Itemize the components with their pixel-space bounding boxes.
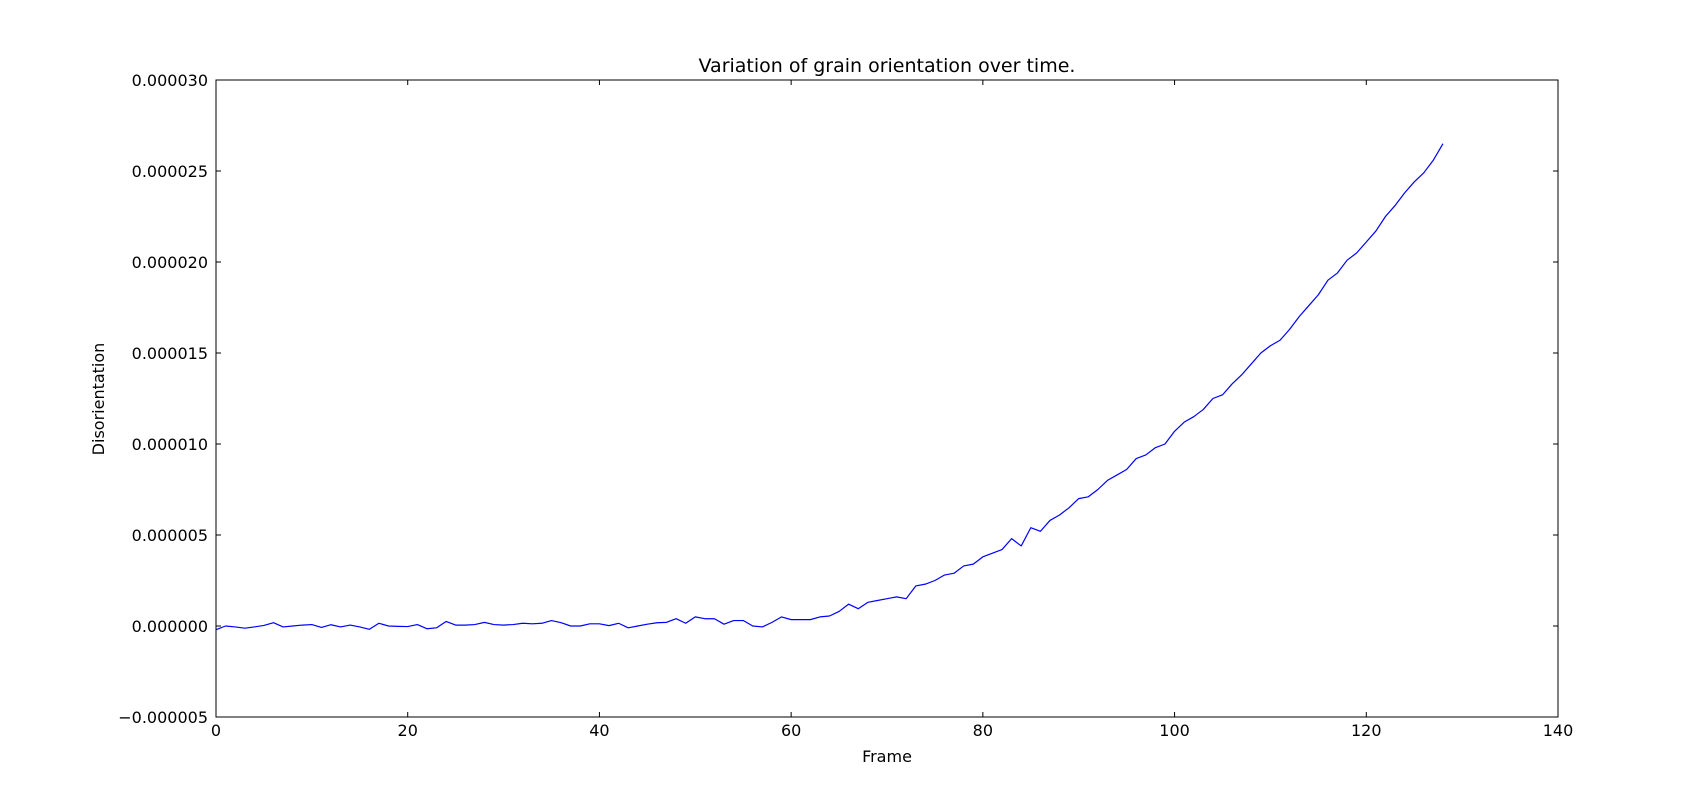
axis-ticks: 0 20 40 60 80 100 120 140 −0.000005 0.000000 0.000… xyxy=(118,71,1573,740)
y-axis-label: Disorientation xyxy=(89,343,108,456)
x-tick-label: 140 xyxy=(1543,721,1574,740)
chart-title: Variation of grain orientation over time… xyxy=(699,55,1076,77)
x-tick-label: 80 xyxy=(973,721,993,740)
plot-frame xyxy=(215,79,1559,718)
x-tick-label: 120 xyxy=(1351,721,1382,740)
plot-area xyxy=(216,80,1558,717)
y-tick-label: 0.000020 xyxy=(132,253,208,272)
series-line xyxy=(215,143,1444,631)
x-tick-label: 20 xyxy=(398,721,418,740)
y-tick-label: −0.000005 xyxy=(118,708,208,727)
y-tick-label: 0.000015 xyxy=(132,344,208,363)
series-lines xyxy=(215,143,1444,631)
y-tick-label: 0.000005 xyxy=(132,526,208,545)
x-tick-label: 100 xyxy=(1159,721,1190,740)
y-tick-label: 0.000010 xyxy=(132,435,208,454)
x-tick-label: 40 xyxy=(589,721,609,740)
x-tick-label: 0 xyxy=(211,721,221,740)
x-tick-label: 60 xyxy=(781,721,801,740)
y-tick-label: 0.000000 xyxy=(132,617,208,636)
y-tick-label: 0.000030 xyxy=(132,71,208,90)
y-tick-label: 0.000025 xyxy=(132,162,208,181)
x-axis-label: Frame xyxy=(862,747,912,766)
